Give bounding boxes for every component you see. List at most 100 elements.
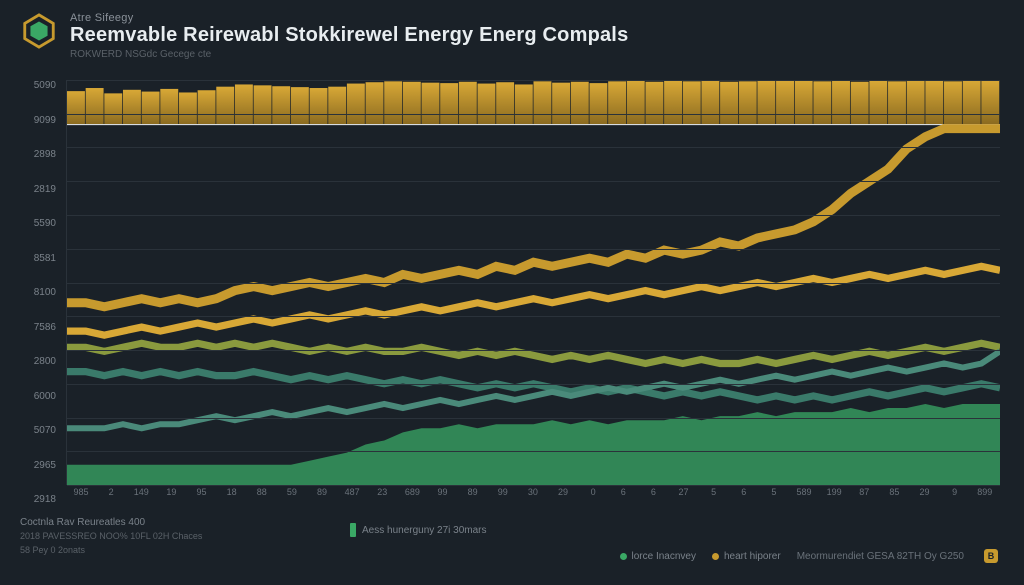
x-tick: 95 [187, 487, 217, 505]
grid-line [67, 147, 1000, 148]
y-tick: 6000 [18, 391, 56, 402]
y-tick: 8100 [18, 287, 56, 298]
grid-line [67, 114, 1000, 115]
grid-line [67, 418, 1000, 419]
top-bar [608, 81, 626, 124]
x-tick: 29 [910, 487, 940, 505]
x-tick: 89 [458, 487, 488, 505]
top-bar [795, 80, 813, 124]
x-tick: 59 [277, 487, 307, 505]
y-tick: 5090 [18, 80, 56, 91]
top-bar [832, 80, 850, 124]
x-tick: 149 [126, 487, 156, 505]
top-bar [123, 90, 141, 125]
legend-dot-icon [712, 553, 719, 560]
top-bar [869, 81, 887, 125]
x-tick: 2 [96, 487, 126, 505]
x-tick: 985 [66, 487, 96, 505]
top-bar [683, 81, 701, 124]
top-bar [198, 90, 216, 124]
x-tick: 6 [638, 487, 668, 505]
top-bar [776, 81, 794, 125]
top-bar [851, 82, 869, 125]
y-tick: 7586 [18, 322, 56, 333]
footer-mid: Aess hunerguny 27i 30mars [350, 523, 487, 537]
grid-line [67, 384, 1000, 385]
legend-label-1: lorce Inacnvey [632, 551, 696, 562]
y-tick: 2819 [18, 184, 56, 195]
x-tick: 5 [759, 487, 789, 505]
top-bar [701, 80, 719, 124]
top-bar [925, 81, 943, 125]
brand-logo-icon [20, 12, 58, 50]
top-bar [67, 91, 85, 124]
top-bar [813, 81, 831, 124]
x-tick: 19 [156, 487, 186, 505]
grid-line [67, 80, 1000, 81]
grid-line [67, 215, 1000, 216]
top-bar [944, 81, 962, 124]
x-tick: 689 [397, 487, 427, 505]
top-bar [496, 82, 514, 124]
grid-line [67, 181, 1000, 182]
legend-bar-icon [350, 523, 356, 537]
top-bar [366, 82, 384, 124]
x-tick: 89 [307, 487, 337, 505]
top-bar [272, 86, 290, 124]
grid-line [67, 350, 1000, 351]
grid-line [67, 485, 1000, 486]
x-tick: 6 [608, 487, 638, 505]
x-tick: 199 [819, 487, 849, 505]
badge-icon: B [984, 549, 998, 563]
top-bar [571, 82, 589, 125]
x-tick: 9 [940, 487, 970, 505]
grid-line [67, 249, 1000, 250]
legend-item-1: lorce Inacnvey [620, 551, 696, 562]
top-bar [403, 82, 421, 125]
x-tick: 99 [488, 487, 518, 505]
x-tick: 487 [337, 487, 367, 505]
y-tick: 2898 [18, 149, 56, 160]
legend-label-2: heart hiporer [724, 551, 781, 562]
page-title: Reemvable Reirewabl Stokkirewel Energy E… [70, 24, 628, 47]
x-tick: 589 [789, 487, 819, 505]
footer-right: lorce Inacnvey heart hiporer Meormurendi… [620, 549, 998, 563]
top-bar [235, 84, 253, 124]
x-tick: 99 [428, 487, 458, 505]
top-bar [478, 84, 496, 125]
grid-line [67, 451, 1000, 452]
footer-line-3: 58 Pey 0 2onats [20, 544, 202, 558]
x-tick: 0 [578, 487, 608, 505]
pretitle: Atre Sifeegy [70, 12, 628, 24]
grid-line [67, 316, 1000, 317]
top-bar [347, 84, 365, 125]
plot [66, 80, 1000, 485]
y-tick: 5590 [18, 218, 56, 229]
x-tick: 18 [217, 487, 247, 505]
top-bar [384, 81, 402, 124]
top-bar [645, 82, 663, 125]
x-tick: 30 [518, 487, 548, 505]
footer-left: Coctnla Rav Reureatles 400 2018 PAVESSRE… [20, 515, 202, 557]
top-bar [254, 85, 272, 124]
legend-dot-icon [620, 553, 627, 560]
top-bar [589, 83, 607, 124]
top-bar [981, 81, 999, 125]
top-bar [534, 81, 552, 124]
top-bar [963, 80, 981, 124]
x-tick: 85 [879, 487, 909, 505]
top-bar [179, 92, 197, 124]
subtitle: ROKWERD NSGdc Gecege cte [70, 49, 628, 60]
top-bar [459, 82, 477, 125]
top-bar [104, 93, 122, 124]
top-bar [422, 83, 440, 125]
top-bar [291, 87, 309, 124]
x-tick: 899 [970, 487, 1000, 505]
top-bar [757, 80, 775, 125]
top-bar [328, 87, 346, 125]
y-tick: 2800 [18, 356, 56, 367]
top-bar [86, 88, 104, 125]
grid-line [67, 283, 1000, 284]
chart-area: 5090909928982819559085818100758628006000… [18, 80, 1006, 505]
footer-mid-text: Aess hunerguny 27i 30mars [362, 525, 487, 536]
